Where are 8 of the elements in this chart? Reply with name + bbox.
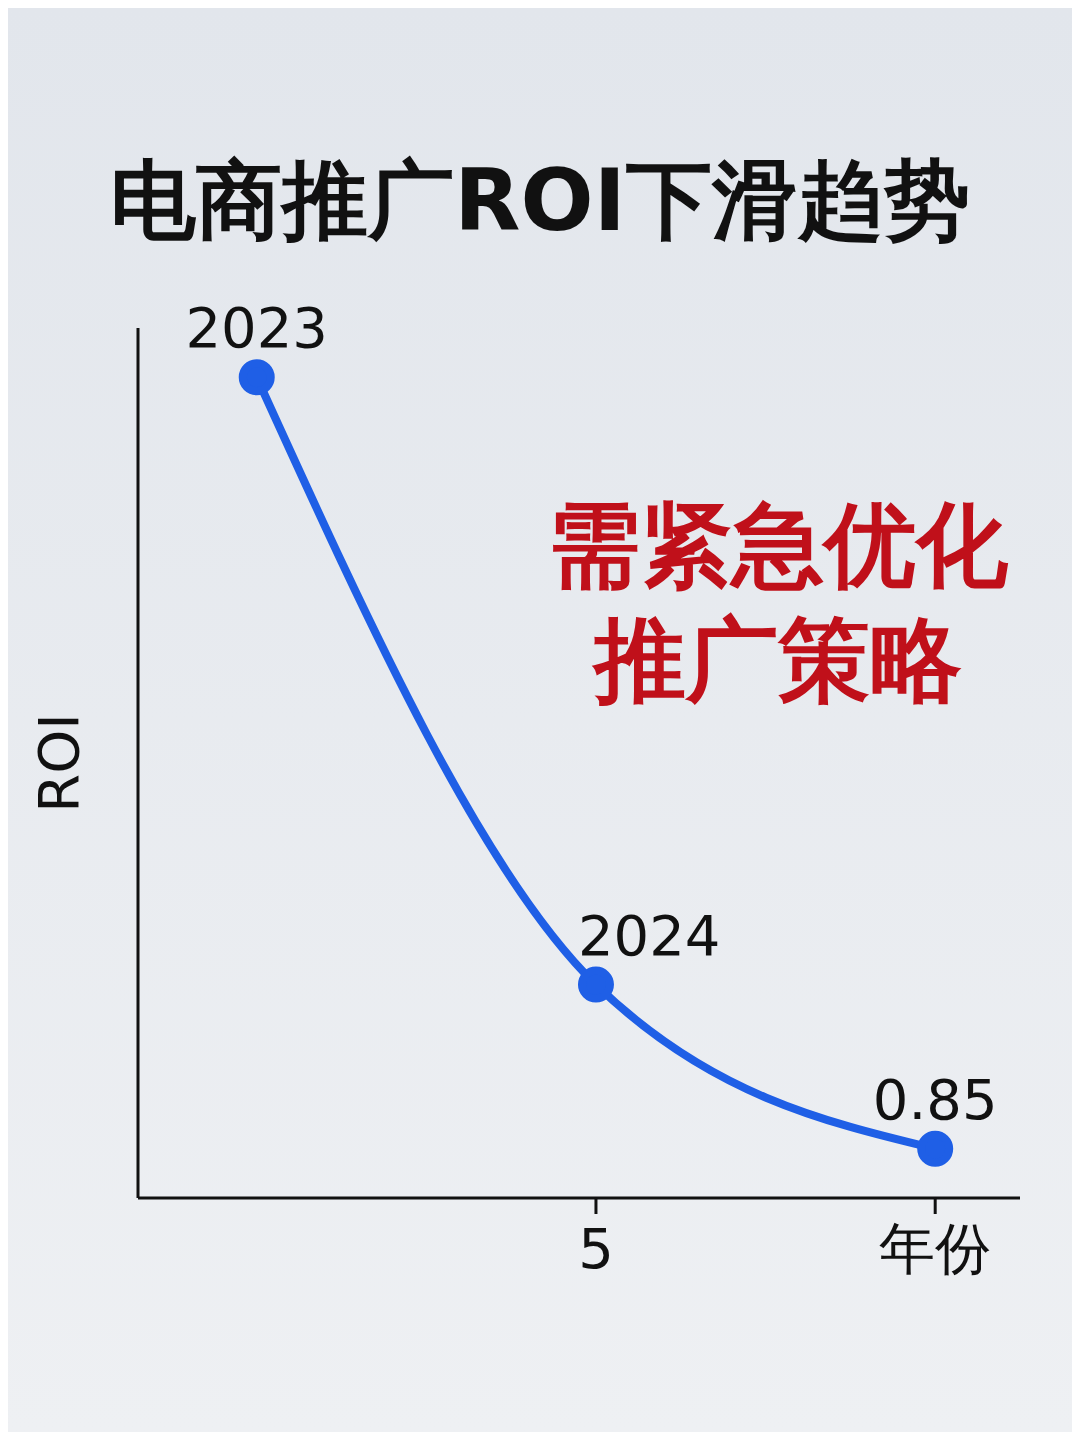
annotation: 需紧急优化推广策略 xyxy=(547,491,1009,716)
annotation: 2024 xyxy=(577,902,721,968)
chart-title: 电商推广ROI下滑趋势 xyxy=(109,149,971,252)
x-tick-label: 5 xyxy=(578,1216,614,1281)
y-axis-title: ROI xyxy=(26,713,91,813)
annotation: 0.85 xyxy=(872,1066,998,1132)
text: 2023 xyxy=(185,295,328,361)
x-tick-label: 年份 xyxy=(879,1216,992,1281)
